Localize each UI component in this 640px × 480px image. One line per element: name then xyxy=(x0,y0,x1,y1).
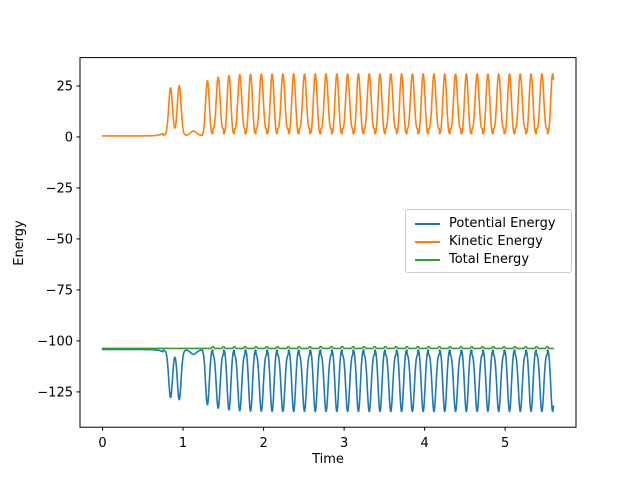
y-tick-label: −25 xyxy=(46,181,73,196)
y-tick-label: −75 xyxy=(46,283,73,298)
x-tick-label: 4 xyxy=(420,436,428,451)
y-tick-label: −100 xyxy=(37,334,73,349)
legend-label: Potential Energy xyxy=(449,216,556,231)
series-line-kinetic-energy xyxy=(101,73,555,137)
kinetic-energy-line-swatch xyxy=(415,241,440,243)
legend-item-kinetic-energy: Kinetic Energy xyxy=(415,233,562,251)
legend-item-total-energy: Total Energy xyxy=(415,251,562,269)
legend-label: Total Energy xyxy=(449,252,530,267)
y-tick-label: 25 xyxy=(56,79,73,94)
series-line-total-energy xyxy=(101,345,555,350)
x-axis-label: Time xyxy=(311,452,344,467)
series-line-potential-energy xyxy=(101,348,555,413)
legend-item-potential-energy: Potential Energy xyxy=(415,215,562,233)
y-tick-label: 0 xyxy=(65,130,73,145)
legend: Potential Energy Kinetic Energy Total En… xyxy=(405,209,572,273)
plot-area xyxy=(79,57,577,428)
series-layer xyxy=(101,73,555,413)
y-tick-label: −50 xyxy=(46,232,73,247)
x-tick-label: 1 xyxy=(179,436,187,451)
y-axis-label: Energy xyxy=(12,220,27,266)
y-tick-label: −125 xyxy=(37,385,73,400)
x-tick-label: 3 xyxy=(340,436,348,451)
legend-label: Kinetic Energy xyxy=(449,234,543,249)
total-energy-line-swatch xyxy=(415,259,440,261)
potential-energy-line-swatch xyxy=(415,223,440,225)
x-tick-label: 5 xyxy=(501,436,509,451)
x-tick-label: 0 xyxy=(98,436,106,451)
axes-layer: 0 1 2 3 4 5 25 0 −25 −50 −75 −100 −125 xyxy=(37,79,509,451)
x-tick-label: 2 xyxy=(259,436,267,451)
